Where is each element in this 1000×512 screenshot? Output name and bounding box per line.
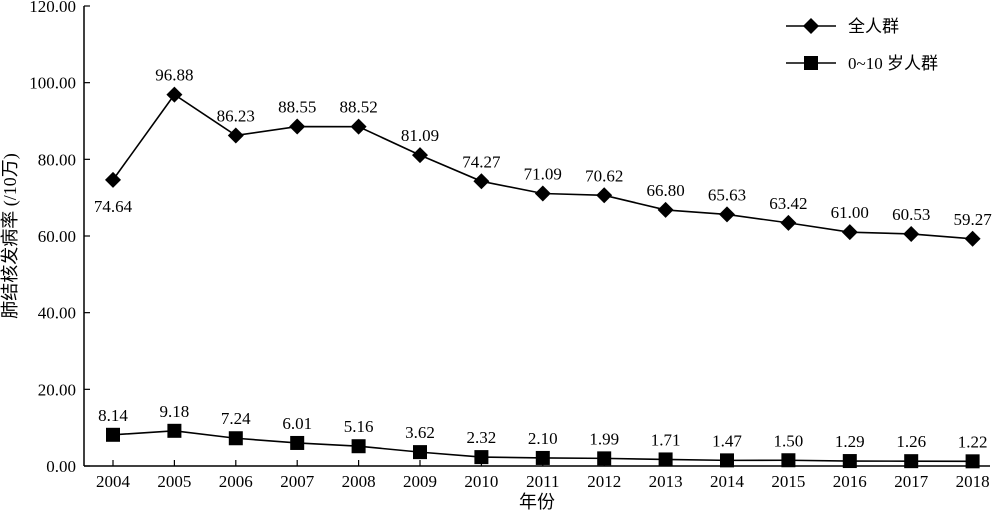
diamond-marker xyxy=(105,171,121,188)
data-label: 9.18 xyxy=(160,402,190,421)
legend-label: 全人群 xyxy=(848,17,899,36)
data-label: 65.63 xyxy=(708,185,746,204)
data-label: 81.09 xyxy=(401,126,439,145)
data-label: 7.24 xyxy=(221,409,251,428)
x-tick-label: 2015 xyxy=(771,472,805,491)
diamond-marker xyxy=(350,118,367,135)
square-marker xyxy=(474,450,489,465)
diamond-marker xyxy=(964,230,981,247)
legend-diamond-marker xyxy=(803,18,819,34)
data-label: 1.26 xyxy=(896,432,926,451)
diamond-marker xyxy=(473,173,490,190)
data-label: 2.10 xyxy=(528,429,558,448)
data-label: 88.52 xyxy=(339,98,377,117)
data-label: 74.27 xyxy=(462,152,501,171)
legend-item: 全人群 xyxy=(786,17,899,36)
diamond-marker xyxy=(841,224,858,241)
square-marker xyxy=(351,439,366,454)
x-tick-label: 2009 xyxy=(403,472,437,491)
x-tick-label: 2014 xyxy=(710,472,745,491)
axes xyxy=(83,6,990,467)
x-tick-label: 2006 xyxy=(219,472,253,491)
square-marker xyxy=(904,454,919,469)
diamond-marker xyxy=(596,187,613,204)
square-marker xyxy=(535,450,550,465)
legend-label: 0~10 岁人群 xyxy=(848,54,938,73)
data-label: 66.80 xyxy=(646,181,684,200)
x-tick-label: 2004 xyxy=(96,472,131,491)
data-label: 70.62 xyxy=(585,166,623,185)
data-label: 96.88 xyxy=(155,66,193,85)
series-layer: 74.64 96.88 86.23 88.55 88.52 81.09 74.27 71.09… xyxy=(94,66,992,469)
square-marker xyxy=(106,427,120,442)
square-marker xyxy=(781,453,796,468)
diamond-marker xyxy=(780,214,797,231)
data-label: 1.29 xyxy=(835,432,865,451)
data-label: 3.62 xyxy=(405,423,435,442)
square-marker xyxy=(290,435,305,450)
data-label: 63.42 xyxy=(769,194,807,213)
data-label: 59.27 xyxy=(953,210,992,229)
data-label: 71.09 xyxy=(524,164,562,183)
data-label: 2.32 xyxy=(467,428,497,447)
x-tick-label: 2005 xyxy=(157,472,191,491)
square-marker xyxy=(228,431,243,446)
x-tick-label: 2012 xyxy=(587,472,621,491)
diamond-marker xyxy=(289,118,306,135)
diamond-marker xyxy=(719,206,735,223)
data-label: 1.47 xyxy=(712,431,742,450)
square-marker xyxy=(658,452,673,467)
x-tick-label: 2018 xyxy=(956,472,990,491)
diamond-marker xyxy=(657,201,674,218)
x-ticks: 2004 2005 2006 2007 2008 2009 2010 2011 2012 2013… xyxy=(96,460,990,491)
data-label: 1.71 xyxy=(651,430,681,449)
diamond-marker xyxy=(166,86,183,103)
x-axis-title: 年份 xyxy=(519,492,555,512)
y-axis-title: 肺结核发病率 (/10万) xyxy=(0,153,21,319)
data-label: 74.64 xyxy=(94,197,133,216)
x-tick-label: 2017 xyxy=(894,472,929,491)
data-label: 1.99 xyxy=(589,429,619,448)
diamond-marker xyxy=(903,225,920,242)
square-marker xyxy=(720,453,734,468)
data-label: 1.50 xyxy=(774,431,804,450)
data-label: 6.01 xyxy=(282,414,312,433)
y-tick-label: 100.00 xyxy=(29,74,76,93)
y-tick-label: 40.00 xyxy=(38,304,76,323)
y-tick-label: 0.00 xyxy=(46,457,76,476)
x-tick-label: 2013 xyxy=(649,472,683,491)
x-tick-label: 2016 xyxy=(833,472,867,491)
square-marker xyxy=(842,454,857,469)
legend-square-marker xyxy=(804,56,818,70)
diamond-marker xyxy=(534,185,551,202)
x-tick-label: 2007 xyxy=(280,472,315,491)
diamond-marker xyxy=(412,147,428,164)
series-age-0-10: 8.14 9.18 7.24 6.01 5.16 3.62 2.32 2.10 1.99 1.71… xyxy=(98,402,987,469)
y-tick-label: 120.00 xyxy=(29,0,76,16)
y-tick-label: 20.00 xyxy=(38,380,76,399)
data-label: 86.23 xyxy=(217,106,255,125)
square-marker xyxy=(597,451,612,466)
series-all-population: 74.64 96.88 86.23 88.55 88.52 81.09 74.27 71.09… xyxy=(94,66,992,247)
x-tick-label: 2011 xyxy=(526,472,559,491)
legend-item: 0~10 岁人群 xyxy=(786,54,938,73)
data-label: 5.16 xyxy=(344,417,374,436)
y-tick-label: 80.00 xyxy=(38,150,76,169)
data-label: 61.00 xyxy=(831,203,869,222)
square-marker xyxy=(965,454,980,469)
diamond-marker xyxy=(227,127,244,144)
y-tick-label: 60.00 xyxy=(38,227,76,246)
legend: 全人群 0~10 岁人群 xyxy=(786,17,938,73)
x-tick-label: 2008 xyxy=(342,472,376,491)
y-ticks: 0.00 20.00 40.00 60.00 80.00 100.00 120.00 xyxy=(29,0,90,476)
data-label: 88.55 xyxy=(278,98,316,117)
square-marker xyxy=(413,445,427,460)
x-tick-label: 2010 xyxy=(464,472,498,491)
data-label: 8.14 xyxy=(98,406,128,425)
square-marker xyxy=(167,423,182,438)
data-label: 1.22 xyxy=(958,432,988,451)
data-label: 60.53 xyxy=(892,205,930,224)
